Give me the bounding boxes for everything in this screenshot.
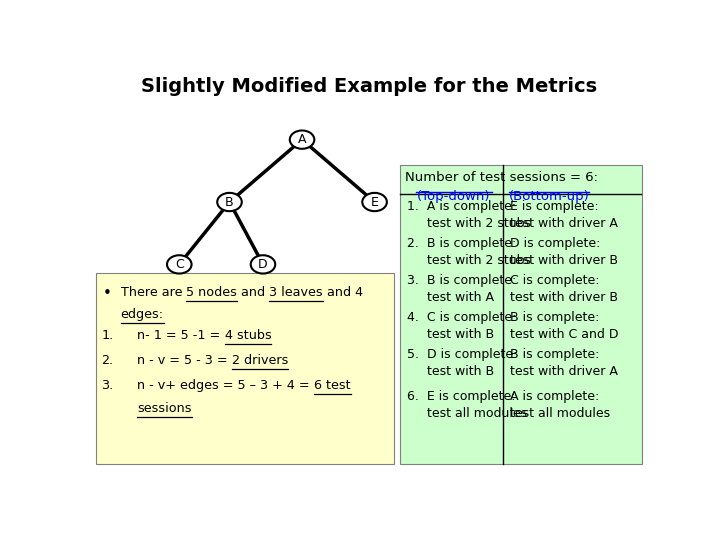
Text: 1.: 1. — [101, 329, 114, 342]
Circle shape — [217, 193, 242, 211]
Text: n - v+ edges = 5 – 3 + 4 =: n - v+ edges = 5 – 3 + 4 = — [138, 379, 314, 392]
Text: 2.  B is complete:
     test with 2 stubs: 2. B is complete: test with 2 stubs — [407, 238, 531, 267]
Circle shape — [362, 193, 387, 211]
Text: 3 leaves: 3 leaves — [269, 286, 323, 299]
Text: 4.  C is complete:
     test with B: 4. C is complete: test with B — [407, 311, 516, 341]
Text: A is complete:
test all modules: A is complete: test all modules — [510, 390, 610, 420]
Text: E is complete:
test with driver A: E is complete: test with driver A — [510, 200, 618, 230]
Text: 5 nodes: 5 nodes — [186, 286, 237, 299]
Text: sessions: sessions — [138, 402, 192, 415]
Text: and 4: and 4 — [323, 286, 363, 299]
Circle shape — [289, 131, 315, 149]
Circle shape — [251, 255, 275, 274]
Text: and: and — [237, 286, 269, 299]
Text: 3.  B is complete:
     test with A: 3. B is complete: test with A — [407, 274, 516, 304]
Text: 5.  D is complete:
     test with B: 5. D is complete: test with B — [407, 348, 517, 379]
Text: (Bottom-up): (Bottom-up) — [508, 190, 589, 202]
Text: n- 1 = 5 -1 =: n- 1 = 5 -1 = — [138, 329, 225, 342]
Text: 2.: 2. — [101, 354, 113, 367]
Text: E: E — [371, 195, 379, 208]
Text: 4 stubs: 4 stubs — [225, 329, 271, 342]
Text: B: B — [225, 195, 234, 208]
Text: n - v = 5 - 3 =: n - v = 5 - 3 = — [138, 354, 232, 367]
Text: B is complete:
test with driver A: B is complete: test with driver A — [510, 348, 618, 379]
Text: edges:: edges: — [121, 308, 164, 321]
Text: There are: There are — [121, 286, 186, 299]
Text: 1.  A is complete:
     test with 2 stubs: 1. A is complete: test with 2 stubs — [407, 200, 531, 230]
Text: D: D — [258, 258, 268, 271]
Text: Slightly Modified Example for the Metrics: Slightly Modified Example for the Metric… — [141, 77, 597, 96]
Text: 2 drivers: 2 drivers — [232, 354, 289, 367]
Text: (Top-down): (Top-down) — [416, 190, 490, 202]
Text: B is complete:
test with C and D: B is complete: test with C and D — [510, 311, 618, 341]
FancyBboxPatch shape — [96, 273, 394, 464]
Text: C is complete:
test with driver B: C is complete: test with driver B — [510, 274, 618, 304]
Text: C: C — [175, 258, 184, 271]
Text: A: A — [298, 133, 306, 146]
Text: 6.  E is complete:
     test all modules: 6. E is complete: test all modules — [407, 390, 527, 420]
Text: •: • — [102, 286, 111, 301]
Text: Number of test sessions = 6:: Number of test sessions = 6: — [405, 171, 598, 184]
Text: 6 test: 6 test — [314, 379, 351, 392]
Text: 3.: 3. — [101, 379, 114, 392]
Text: D is complete:
test with driver B: D is complete: test with driver B — [510, 238, 618, 267]
Circle shape — [167, 255, 192, 274]
FancyBboxPatch shape — [400, 165, 642, 464]
